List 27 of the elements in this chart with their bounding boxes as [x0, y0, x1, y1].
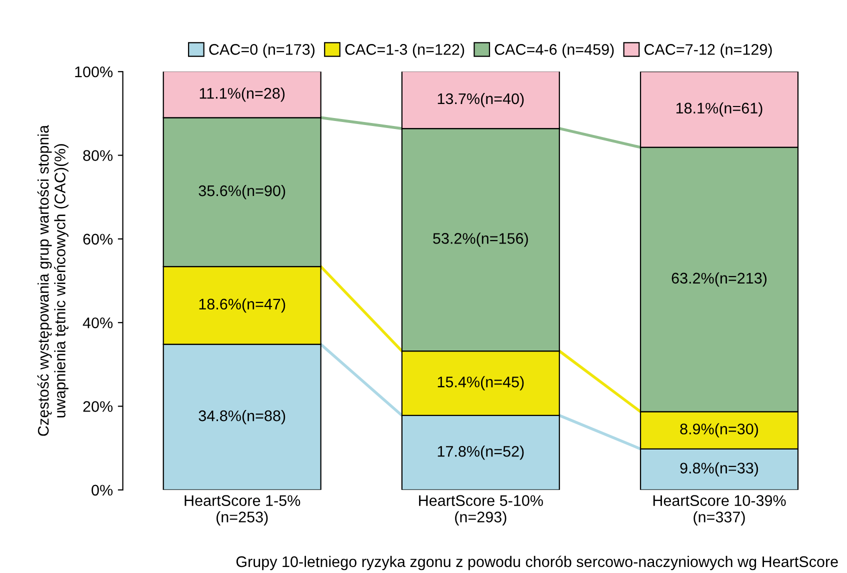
data-label: 17.8%(n=52) — [438, 446, 524, 460]
x-axis-title: Grupy 10-letniego ryzyka zgonu z powodu chorób sercowo-naczyniowych wg HeartScore — [236, 556, 838, 570]
data-label: 18.1%(n=61) — [676, 102, 762, 117]
legend-label: CAC=7-12 (n=129) — [644, 44, 772, 58]
legend-label: CAC=1-3 (n=122) — [345, 44, 464, 58]
data-label: 9.8%(n=33) — [680, 462, 758, 477]
x-tick-label: HeartScore 5-10% (n=293) — [419, 495, 543, 526]
data-label: 34.8%(n=88) — [198, 410, 286, 424]
y-tick-label: 20% — [83, 401, 113, 412]
y-tick-label: 40% — [82, 317, 113, 328]
legend-label: CAC=0 (n=173) — [209, 44, 314, 58]
y-tick-label: 0% — [92, 484, 113, 496]
data-label: 8.9%(n=30) — [680, 423, 758, 438]
data-label: 18.6%(n=47) — [199, 298, 286, 313]
data-label: 53.2%(n=156) — [433, 232, 528, 247]
legend-label: CAC=4-6 (n=459) — [494, 44, 614, 58]
y-axis-title: Częstość występowania grup wartości stopnia uwapnienia tętnic wieńcowych (CAC)(%) — [37, 124, 68, 436]
data-label: 13.7%(n=40) — [438, 92, 524, 108]
data-label: 11.1%(n=28) — [200, 88, 285, 102]
data-label: 63.2%(n=213) — [672, 272, 766, 287]
y-tick-label: 100% — [75, 66, 113, 78]
x-tick-label: HeartScore 10-39% (n=337) — [653, 495, 786, 526]
data-label: 15.4%(n=45) — [438, 376, 524, 390]
y-tick-label: 80% — [83, 150, 113, 161]
x-tick-label: HeartScore 1-5% (n=253) — [184, 495, 300, 526]
y-tick-label: 60% — [83, 234, 113, 245]
data-label: 35.6%(n=90) — [198, 184, 286, 200]
